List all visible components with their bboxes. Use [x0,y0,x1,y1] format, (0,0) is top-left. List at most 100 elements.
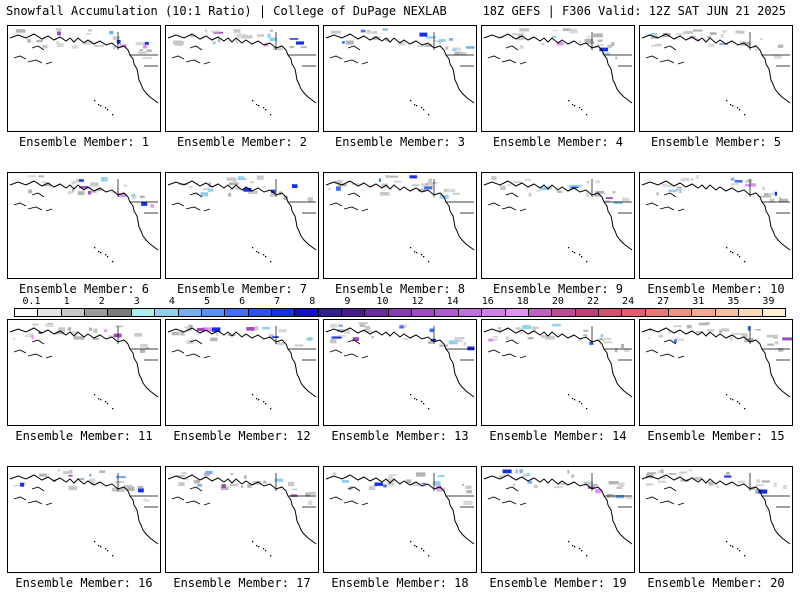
member-caption: Ensemble Member: 15 [647,429,785,443]
forecast-map-svg [167,175,317,263]
ensemble-member-map [323,466,477,573]
member-caption: Ensemble Member: 7 [176,282,308,296]
political-borders [117,326,158,361]
hawaii-islands [726,100,746,116]
member-caption: Ensemble Member: 6 [18,282,150,296]
ensemble-member-map [481,172,635,279]
aleutian-islands [487,339,527,359]
snowfall-shading [491,176,630,205]
ensemble-member-map [639,25,793,132]
colorbar-box [85,309,109,316]
coastline [641,180,791,251]
colorbar-box [38,309,62,316]
forecast-map-svg [9,322,159,410]
member-caption: Ensemble Member: 11 [15,429,153,443]
colorbar-box [528,309,553,316]
forecast-map-svg [483,323,633,410]
coastline [641,327,791,398]
forecast-map-svg [483,176,633,263]
member-caption: Ensemble Member: 3 [334,135,466,149]
aleutian-islands [645,486,685,506]
hawaii-islands [726,394,746,410]
snowfall-shading [171,324,314,347]
hawaii-islands [410,247,430,263]
political-borders [591,179,632,214]
forecast-map-svg [641,469,791,557]
member-caption: Ensemble Member: 18 [331,576,469,590]
snowfall-shading [15,28,153,60]
hawaii-islands [94,100,114,116]
coastline [483,474,633,545]
colorbar-box [388,309,413,316]
colorbar-box [622,309,646,316]
coastline [325,33,475,104]
coastline [167,327,317,398]
political-borders [433,32,474,67]
ensemble-member-map [323,172,477,279]
ensemble-member-map [7,319,161,426]
forecast-map-svg [167,324,317,410]
aleutian-islands [645,339,685,359]
colorbar-box [739,309,763,316]
hawaii-islands [568,100,588,116]
hawaii-islands [252,247,272,263]
member-caption: Ensemble Member: 19 [489,576,627,590]
colorbar-box [342,309,366,316]
colorbar-label: 20 [551,296,564,307]
coastline [9,33,159,104]
ensemble-member-map [481,319,635,426]
colorbar-box [201,309,226,316]
member-caption: Ensemble Member: 13 [331,429,469,443]
colorbar-box [178,309,202,316]
coastline [641,474,791,545]
hawaii-islands [568,394,588,410]
forecast-map-svg [9,469,159,557]
colorbar-box [248,309,272,316]
ensemble-member-map [323,319,477,426]
coastline [167,180,317,251]
snowfall-shading [173,28,307,51]
ensemble-member-map [481,466,635,573]
aleutian-islands [171,192,211,212]
forecast-map-svg [167,470,317,557]
colorbar-box [435,309,459,316]
colorbar-label: 9 [344,296,351,307]
colorbar-box [271,309,296,316]
aleutian-islands [329,192,369,212]
colorbar-box [108,309,132,316]
colorbar-box [669,309,693,316]
member-caption: Ensemble Member: 14 [489,429,627,443]
political-borders [749,326,790,361]
political-borders [749,32,790,67]
ensemble-member-map [323,25,477,132]
colorbar-label: 22 [586,296,600,307]
hawaii-islands [252,394,272,410]
hawaii-islands [726,247,746,263]
colorbar-labels: 0.1 1 2 3 4 5 6 7 8 9 10 12 14 16 18 20 22 24 27 31 35 39 [14,296,786,308]
hawaii-islands [252,100,272,116]
coastline [9,327,159,398]
ensemble-member-map [7,466,161,573]
forecast-map-svg [167,28,317,116]
colorbar-box [131,309,156,316]
colorbar-box [225,309,249,316]
ensemble-member-map [165,25,319,132]
forecast-map-svg [9,175,159,263]
colorbar-label: 14 [446,296,459,307]
hawaii-islands [94,541,114,557]
coastline [325,180,475,251]
forecast-map-svg [325,175,475,263]
snowfall-shading [330,28,475,56]
colorbar-label: 5 [203,296,211,307]
colorbar-label: 18 [516,296,529,307]
colorbar-box [318,309,343,316]
model-valid-time: 18Z GEFS | F306 Valid: 12Z SAT JUN 21 20… [482,4,786,18]
colorbar-label: 4 [168,296,175,307]
aleutian-islands [171,45,211,65]
colorbar-label: 2 [98,296,105,307]
member-caption: Ensemble Member: 8 [334,282,466,296]
forecast-map-svg [325,472,475,557]
forecast-map-svg [641,175,791,263]
colorbar-box [645,309,670,316]
ensemble-member-map [7,172,161,279]
